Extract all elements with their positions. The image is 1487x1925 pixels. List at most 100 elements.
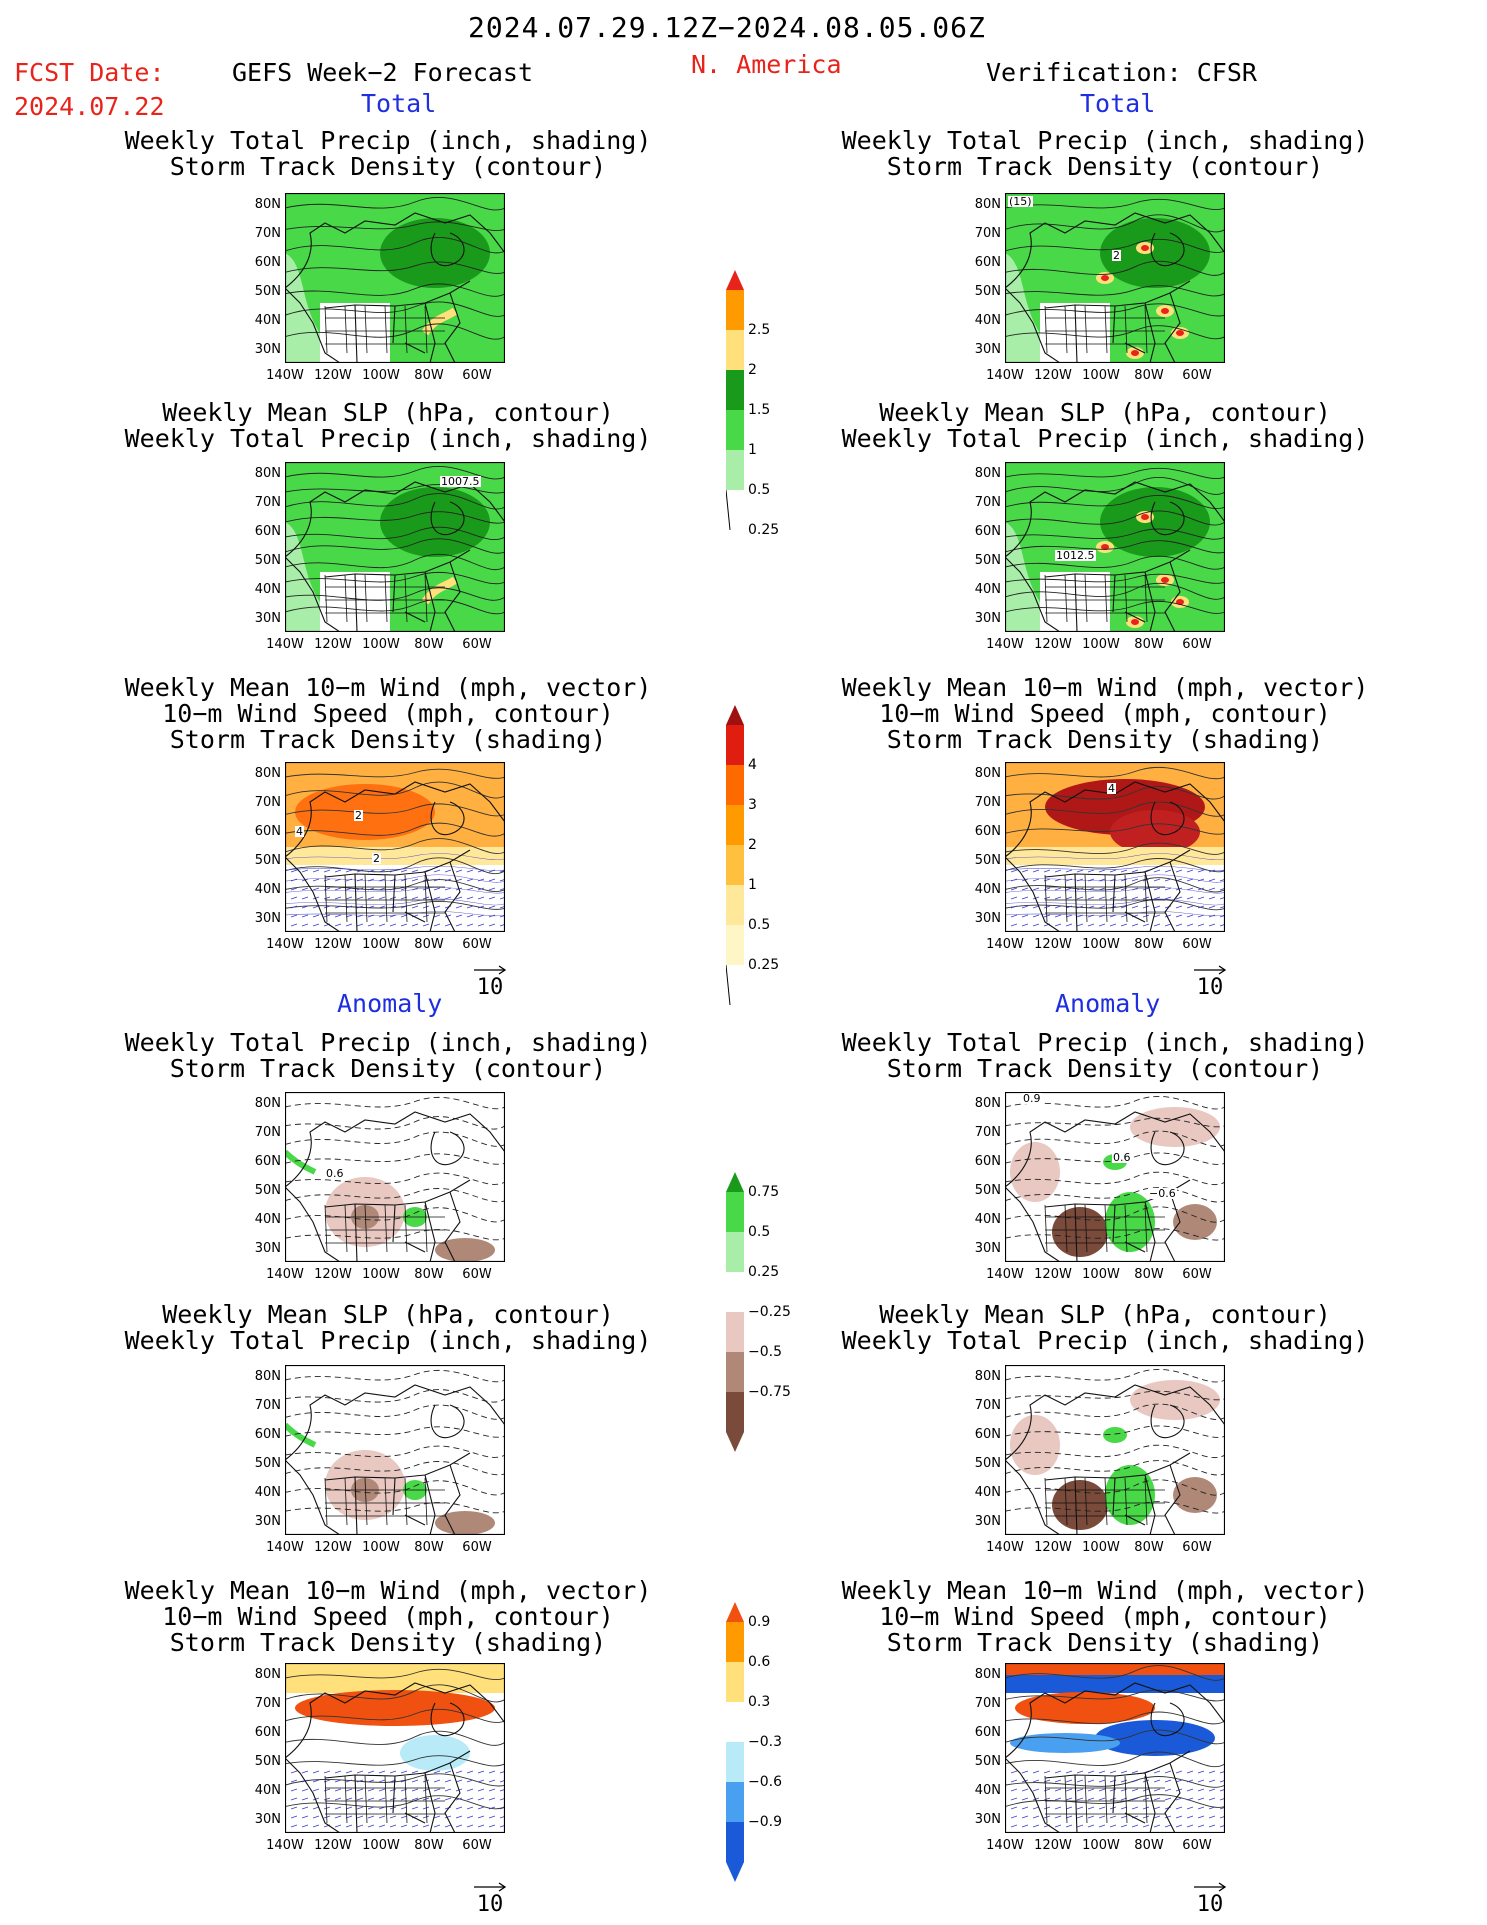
precip_total-label-5: 0.5 [748, 482, 771, 498]
fcst-lon-80W: 80W [414, 368, 444, 383]
fcst-lon-100W: 100W [362, 1540, 400, 1555]
vector-reference-2: 10 [1190, 965, 1230, 1000]
fcst-lon-80W: 80W [414, 1838, 444, 1853]
veri-lon-140W: 140W [986, 1540, 1024, 1555]
track_total-label-4: 1 [748, 877, 757, 893]
fcst-lat-40N: 40N [254, 1485, 281, 1500]
fcst-date-value: 2024.07.22 [14, 92, 165, 121]
veri-lat-40N: 40N [974, 313, 1001, 328]
veri-lat-40N: 40N [974, 1783, 1001, 1798]
fcst-wind_track-total-title-line-3: Storm Track Density (shading) [169, 725, 607, 754]
veri-lon-120W: 120W [1034, 368, 1072, 383]
period-title: 2024.07.29.12Z−2024.08.05.06Z [468, 11, 986, 44]
veri-lat-80N: 80N [974, 1096, 1001, 1111]
veri-lat-70N: 70N [974, 795, 1001, 810]
fcst-lat-30N: 30N [254, 611, 281, 626]
track-anom-colorbar [726, 1602, 744, 1906]
fcst-lat-50N: 50N [254, 553, 281, 568]
fcst-lat-60N: 60N [254, 255, 281, 270]
veri-lat-70N: 70N [974, 495, 1001, 510]
fcst-slp_precip-anom-title-line-1: Weekly Mean SLP (hPa, contour) [162, 1300, 614, 1329]
fcst-lon-60W: 60W [462, 1838, 492, 1853]
track_total-label-6: 0.25 [748, 957, 780, 973]
veri-wind_track-total-title-line-1: Weekly Mean 10−m Wind (mph, vector) [841, 673, 1369, 702]
veri-lon-60W: 60W [1182, 937, 1212, 952]
fcst-lon-120W: 120W [314, 1838, 352, 1853]
fcst-lon-100W: 100W [362, 1838, 400, 1853]
veri-lon-100W: 100W [1082, 1540, 1120, 1555]
veri-lon-100W: 100W [1082, 637, 1120, 652]
veri-precip_track-total-title-line-2: Storm Track Density (contour) [886, 152, 1324, 181]
veri-track-total-top-label: (15) [1008, 195, 1033, 208]
fcst-slp_precip-total-title-line-2: Weekly Total Precip (inch, shading) [124, 424, 652, 453]
veri-wind_track-anom-title-line-1: Weekly Mean 10−m Wind (mph, vector) [841, 1576, 1369, 1605]
veri-lon-140W: 140W [986, 1267, 1024, 1282]
veri-slp_precip-anom-title-line-2: Weekly Total Precip (inch, shading) [841, 1326, 1369, 1355]
precip_total-label-1: 2.5 [748, 322, 771, 338]
fcst-lat-80N: 80N [254, 1667, 281, 1682]
fcst-lat-50N: 50N [254, 1456, 281, 1471]
fcst-precip_track-anom-title-line-1: Weekly Total Precip (inch, shading) [124, 1028, 652, 1057]
precip_total-label-3: 1.5 [748, 402, 771, 418]
fcst-total-label: Total [361, 89, 437, 118]
veri-lon-140W: 140W [986, 637, 1024, 652]
veri-lat-50N: 50N [974, 553, 1001, 568]
veri-lon-60W: 60W [1182, 368, 1212, 383]
veri-lat-60N: 60N [974, 524, 1001, 539]
fcst-lat-40N: 40N [254, 1783, 281, 1798]
fcst-lon-60W: 60W [462, 1267, 492, 1282]
fcst-lat-70N: 70N [254, 226, 281, 241]
fcst-lon-60W: 60W [462, 937, 492, 952]
veri-lon-100W: 100W [1082, 368, 1120, 383]
veri-wind_track-total-title-line-2: 10−m Wind Speed (mph, contour) [879, 699, 1331, 728]
track_anom-label-6: −0.9 [748, 1814, 782, 1830]
veri-lat-50N: 50N [974, 853, 1001, 868]
fcst-lon-100W: 100W [362, 1267, 400, 1282]
fcst-lon-140W: 140W [266, 937, 304, 952]
veri-slp_precip-anom-title-line-1: Weekly Mean SLP (hPa, contour) [879, 1300, 1331, 1329]
fcst-lat-70N: 70N [254, 1398, 281, 1413]
fcst-precip-anom-label: 0.6 [325, 1167, 345, 1180]
fcst-lon-120W: 120W [314, 1540, 352, 1555]
fcst-lat-60N: 60N [254, 1154, 281, 1169]
veri-lon-60W: 60W [1182, 1267, 1212, 1282]
veri-lon-100W: 100W [1082, 1267, 1120, 1282]
fcst-lat-50N: 50N [254, 1183, 281, 1198]
veri-lat-40N: 40N [974, 882, 1001, 897]
precip_anom-label-5: −0.5 [748, 1344, 782, 1360]
fcst-lat-40N: 40N [254, 582, 281, 597]
veri-lon-120W: 120W [1034, 637, 1072, 652]
veri-lat-30N: 30N [974, 342, 1001, 357]
veri-lat-70N: 70N [974, 1696, 1001, 1711]
veri-lat-80N: 80N [974, 766, 1001, 781]
fcst-lat-40N: 40N [254, 882, 281, 897]
veri-lon-140W: 140W [986, 1838, 1024, 1853]
veri-lon-120W: 120W [1034, 1540, 1072, 1555]
veri-lat-80N: 80N [974, 1369, 1001, 1384]
veri-lon-80W: 80W [1134, 1267, 1164, 1282]
veri-precip-anom-label-c: −0.6 [1148, 1187, 1177, 1200]
veri-lat-40N: 40N [974, 582, 1001, 597]
veri-lat-30N: 30N [974, 611, 1001, 626]
veri-lat-70N: 70N [974, 1398, 1001, 1413]
veri-wind-total-label: 4 [1107, 782, 1116, 795]
fcst-lon-60W: 60W [462, 368, 492, 383]
fcst-wind-total-label-a: 2 [354, 809, 363, 822]
fcst-wind_track-total-title-line-2: 10−m Wind Speed (mph, contour) [162, 699, 614, 728]
fcst-wind_track-anom-title-line-3: Storm Track Density (shading) [169, 1628, 607, 1657]
veri-lat-80N: 80N [974, 1667, 1001, 1682]
veri-lat-60N: 60N [974, 1427, 1001, 1442]
fcst-lat-80N: 80N [254, 766, 281, 781]
vector-reference-value: 10 [1196, 975, 1224, 1000]
veri-lon-60W: 60W [1182, 1838, 1212, 1853]
veri-lon-60W: 60W [1182, 1540, 1212, 1555]
veri-lon-100W: 100W [1082, 1838, 1120, 1853]
fcst-lat-70N: 70N [254, 1125, 281, 1140]
fcst-lon-140W: 140W [266, 1267, 304, 1282]
veri-lat-40N: 40N [974, 1212, 1001, 1227]
fcst-lat-40N: 40N [254, 313, 281, 328]
fcst-lon-120W: 120W [314, 1267, 352, 1282]
track_anom-label-3: 0.3 [748, 1694, 771, 1710]
fcst-precip_track-total-title-line-1: Weekly Total Precip (inch, shading) [124, 126, 652, 155]
veri-lon-80W: 80W [1134, 637, 1164, 652]
